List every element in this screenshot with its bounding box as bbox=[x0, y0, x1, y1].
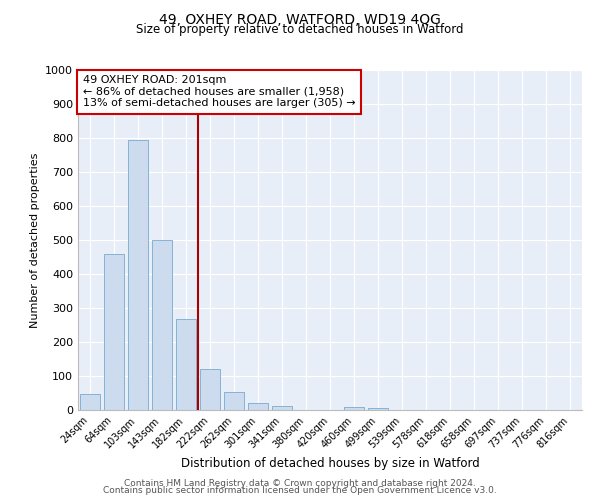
Bar bbox=[368, 408, 388, 410]
Text: Size of property relative to detached houses in Watford: Size of property relative to detached ho… bbox=[136, 22, 464, 36]
Bar bbox=[104, 254, 124, 410]
X-axis label: Distribution of detached houses by size in Watford: Distribution of detached houses by size … bbox=[181, 457, 479, 470]
Bar bbox=[272, 406, 292, 410]
Text: Contains public sector information licensed under the Open Government Licence v3: Contains public sector information licen… bbox=[103, 486, 497, 495]
Bar bbox=[176, 319, 196, 410]
Bar bbox=[152, 240, 172, 410]
Bar bbox=[224, 392, 244, 410]
Text: 49, OXHEY ROAD, WATFORD, WD19 4QG: 49, OXHEY ROAD, WATFORD, WD19 4QG bbox=[159, 12, 441, 26]
Y-axis label: Number of detached properties: Number of detached properties bbox=[29, 152, 40, 328]
Text: Contains HM Land Registry data © Crown copyright and database right 2024.: Contains HM Land Registry data © Crown c… bbox=[124, 478, 476, 488]
Bar bbox=[344, 408, 364, 410]
Text: 49 OXHEY ROAD: 201sqm
← 86% of detached houses are smaller (1,958)
13% of semi-d: 49 OXHEY ROAD: 201sqm ← 86% of detached … bbox=[83, 75, 356, 108]
Bar bbox=[80, 394, 100, 410]
Bar bbox=[248, 403, 268, 410]
Bar bbox=[200, 369, 220, 410]
Bar bbox=[128, 140, 148, 410]
